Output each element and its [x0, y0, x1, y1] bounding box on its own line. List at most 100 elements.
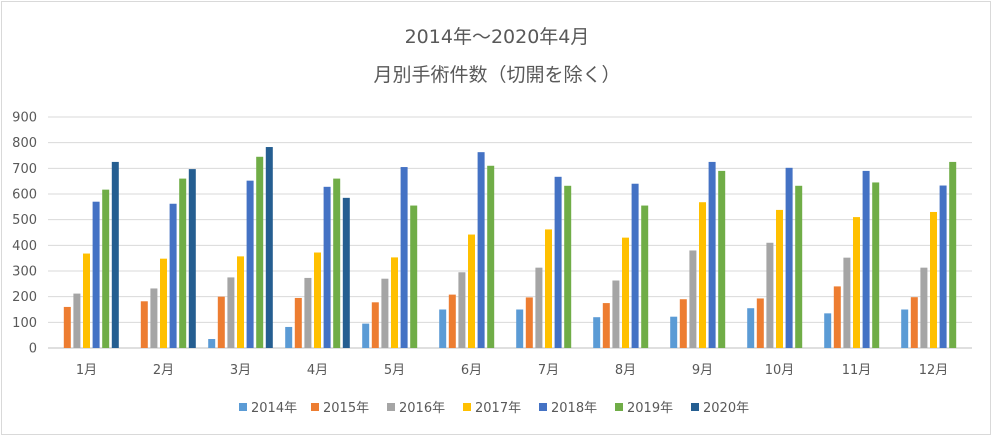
bar: [188, 169, 196, 348]
bar: [776, 209, 783, 348]
x-tick-label: 11月: [842, 363, 872, 378]
bar: [160, 258, 167, 348]
bar: [314, 252, 321, 348]
x-tick-label: 7月: [538, 363, 559, 378]
chart-title-line-1: 2014年～2020年4月: [404, 26, 590, 48]
legend-item: 2016年: [387, 401, 445, 416]
bar: [246, 180, 254, 348]
legend-label: 2019年: [627, 401, 673, 416]
bar: [217, 296, 225, 348]
bar: [227, 277, 235, 348]
bar: [83, 253, 90, 348]
bar: [564, 185, 572, 348]
y-tick-label: 600: [12, 188, 37, 203]
legend-item: 2017年: [463, 401, 521, 416]
legend-label: 2014年: [251, 401, 297, 416]
bar: [323, 186, 331, 348]
bar: [237, 256, 244, 348]
x-tick-label: 2月: [153, 363, 174, 378]
y-tick-label: 200: [12, 290, 37, 305]
bar: [612, 280, 620, 348]
legend-swatch: [463, 403, 471, 411]
bar: [487, 165, 495, 348]
bar: [785, 167, 793, 348]
y-tick-label: 100: [12, 316, 37, 331]
bar: [545, 229, 552, 348]
bar: [901, 309, 909, 348]
bar: [525, 297, 533, 348]
bar: [766, 242, 774, 348]
bar: [679, 299, 687, 348]
bar: [111, 161, 119, 348]
bar: [410, 205, 418, 348]
x-tick-label: 3月: [230, 363, 251, 378]
bar: [939, 185, 947, 348]
bar: [140, 301, 148, 348]
bar: [342, 197, 350, 348]
x-tick-label: 12月: [919, 363, 949, 378]
x-tick-label: 9月: [692, 363, 713, 378]
bar: [208, 339, 216, 348]
bar: [458, 272, 466, 348]
y-tick-label: 700: [12, 162, 37, 177]
bar: [535, 267, 543, 348]
bar: [689, 250, 697, 348]
bar: [362, 323, 370, 348]
legend-swatch: [387, 403, 395, 411]
bar: [920, 267, 928, 348]
x-tick-label: 4月: [307, 363, 328, 378]
bar: [333, 178, 341, 348]
legend-item: 2015年: [311, 401, 369, 416]
bar: [265, 147, 273, 348]
bar: [73, 293, 81, 348]
chart-title-line-2: 月別手術件数（切開を除く）: [373, 64, 621, 86]
bar: [910, 297, 918, 348]
x-tick-label: 5月: [384, 363, 405, 378]
bar: [949, 161, 957, 348]
legend-swatch: [239, 403, 247, 411]
bars: [63, 147, 957, 348]
bar: [92, 201, 100, 348]
bar: [718, 170, 726, 348]
legend-label: 2020年: [703, 401, 749, 416]
bar: [381, 278, 389, 348]
bar: [930, 211, 937, 348]
x-tick-label: 8月: [615, 363, 636, 378]
bar: [516, 309, 524, 348]
legend-label: 2015年: [323, 401, 369, 416]
legend-item: 2018年: [539, 401, 597, 416]
gridlines: [48, 116, 972, 349]
bar: [872, 182, 880, 348]
bar: [169, 203, 177, 348]
bar: [179, 178, 187, 348]
bar: [641, 205, 649, 348]
bar: [670, 316, 678, 348]
bar: [824, 313, 832, 348]
bar: [477, 152, 485, 348]
y-tick-label: 300: [12, 265, 37, 280]
bar: [843, 257, 851, 348]
bar: [400, 167, 408, 348]
legend-swatch: [311, 403, 319, 411]
bar: [554, 176, 562, 348]
bar: [448, 294, 456, 348]
bar: [747, 308, 755, 348]
y-tick-label: 800: [12, 136, 37, 151]
legend-item: 2014年: [239, 401, 297, 416]
legend-item: 2019年: [615, 401, 673, 416]
legend-swatch: [691, 403, 699, 411]
bar: [833, 286, 841, 348]
x-tick-label: 1月: [76, 363, 97, 378]
bar: [371, 302, 379, 348]
legend-item: 2020年: [691, 401, 749, 416]
bar: [150, 288, 158, 348]
y-tick-label: 0: [29, 342, 37, 357]
x-tick-label: 10月: [765, 363, 795, 378]
bar: [285, 326, 293, 348]
legend-label: 2017年: [475, 401, 521, 416]
legend-swatch: [539, 403, 547, 411]
x-axis-ticks: 1月 2月 3月 4月 5月 6月 7月 8月 9月 10月 11月 12月: [76, 363, 948, 378]
bar: [853, 217, 860, 348]
bar: [63, 306, 71, 348]
